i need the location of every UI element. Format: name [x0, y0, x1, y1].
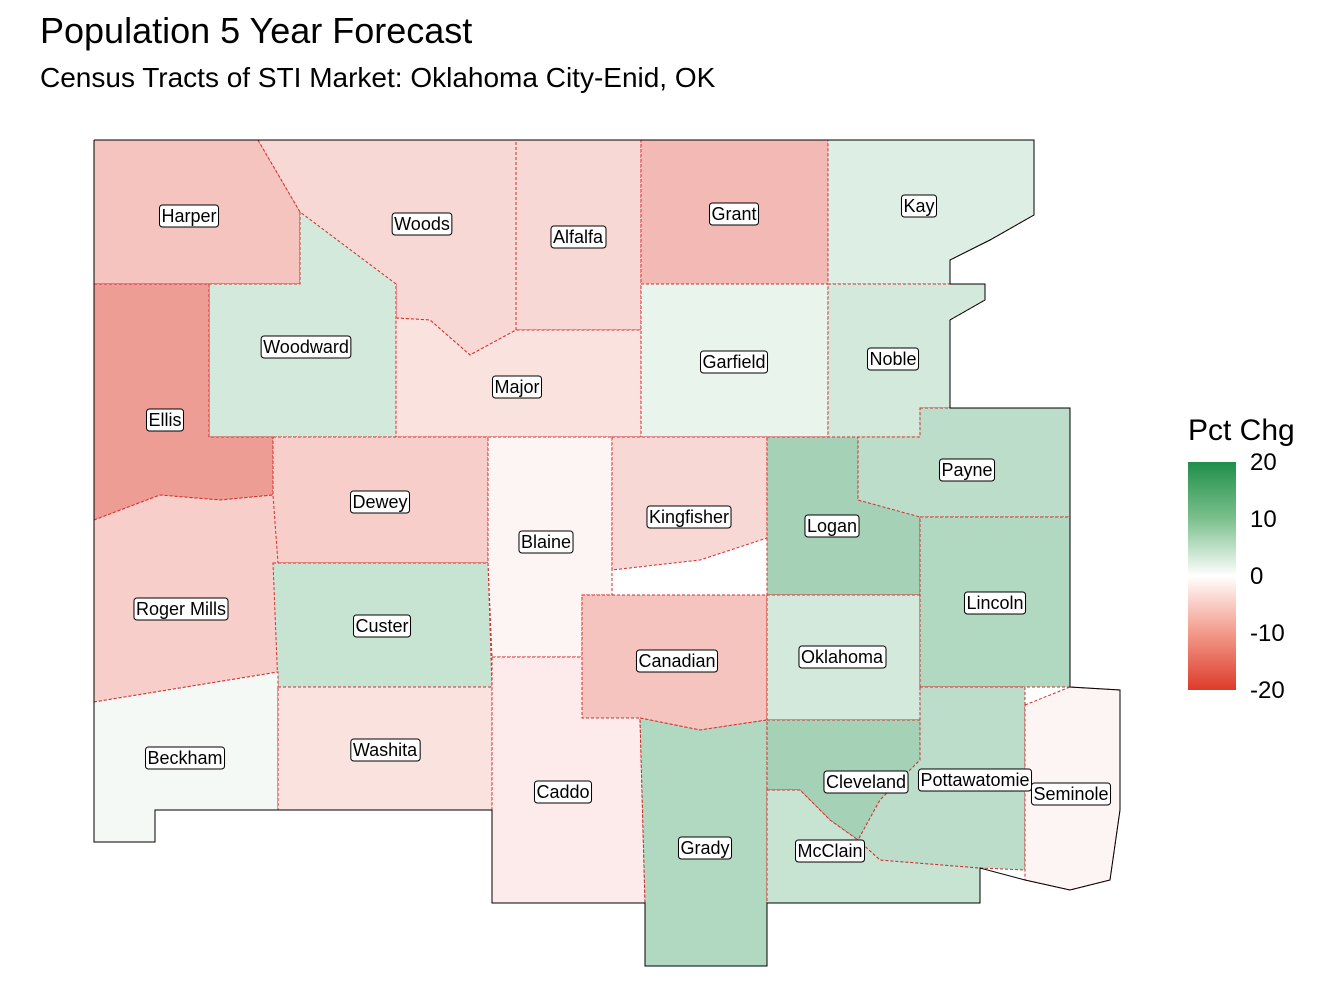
- county-label-box: [804, 514, 860, 538]
- county-label-garfield: Garfield: [699, 350, 769, 374]
- county-label-box: [708, 202, 760, 226]
- county-label-box: [158, 204, 220, 228]
- county-label-box: [963, 591, 1027, 615]
- county-label-box: [866, 347, 920, 371]
- county-polygons: [93, 139, 1121, 967]
- county-label-text: McClain: [797, 841, 862, 861]
- county-label-text: Lincoln: [966, 593, 1023, 613]
- county-label-box: [646, 505, 732, 529]
- legend-tick-0: 0: [1250, 563, 1264, 590]
- county-label-alfalfa: Alfalfa: [550, 225, 607, 249]
- county-label-dewey: Dewey: [349, 490, 411, 514]
- county-label-canadian: Canadian: [635, 649, 719, 673]
- county-label-box: [533, 780, 593, 804]
- county-label-text: Ellis: [148, 410, 181, 430]
- county-label-box: [133, 597, 229, 621]
- county-label-cleveland: Cleveland: [823, 770, 909, 794]
- county-label-text: Oklahoma: [801, 647, 884, 667]
- county-label-box: [550, 225, 607, 249]
- county-label-mcclain: McClain: [794, 839, 866, 863]
- county-label-text: Payne: [941, 460, 992, 480]
- county-label-box: [144, 746, 226, 770]
- county-label-box: [917, 768, 1033, 792]
- county-label-text: Kingfisher: [649, 507, 729, 527]
- county-label-box: [677, 836, 733, 860]
- county-labels: Harper Woods Alfalfa Grant Kay Woodward Major G…: [133, 194, 1112, 863]
- county-kingfisher: [611, 436, 768, 571]
- county-label-box: [391, 212, 453, 236]
- county-label-box: [798, 645, 887, 669]
- legend-tick-minus-20: -20: [1250, 677, 1285, 704]
- county-label-text: Washita: [353, 740, 418, 760]
- county-label-box: [491, 375, 543, 399]
- county-label-woods: Woods: [391, 212, 453, 236]
- county-label-box: [352, 614, 412, 638]
- county-label-box: [349, 490, 411, 514]
- county-label-text: Beckham: [147, 748, 222, 768]
- county-label-box: [1030, 782, 1112, 806]
- county-label-text: Canadian: [638, 651, 715, 671]
- county-label-blaine: Blaine: [518, 530, 574, 554]
- county-label-text: Seminole: [1033, 784, 1108, 804]
- county-label-text: Grant: [711, 204, 756, 224]
- county-label-grant: Grant: [708, 202, 760, 226]
- county-label-box: [823, 770, 909, 794]
- county-label-custer: Custer: [352, 614, 412, 638]
- legend-tick-10: 10: [1250, 506, 1277, 533]
- chart-title: Population 5 Year Forecast: [40, 10, 473, 51]
- county-label-beckham: Beckham: [144, 746, 226, 770]
- county-label-kay: Kay: [900, 194, 938, 218]
- county-label-grady: Grady: [677, 836, 733, 860]
- county-label-text: Harper: [161, 206, 216, 226]
- county-label-text: Custer: [355, 616, 408, 636]
- county-label-lincoln: Lincoln: [963, 591, 1027, 615]
- county-label-caddo: Caddo: [533, 780, 593, 804]
- county-label-text: Noble: [869, 349, 916, 369]
- county-label-box: [260, 335, 352, 359]
- county-label-text: Caddo: [536, 782, 589, 802]
- county-label-roger-mills: Roger Mills: [133, 597, 229, 621]
- county-label-box: [938, 458, 996, 482]
- county-label-noble: Noble: [866, 347, 920, 371]
- county-label-text: Dewey: [352, 492, 407, 512]
- county-label-text: Pottawatomie: [920, 770, 1029, 790]
- legend-color-bar: [1188, 462, 1236, 690]
- county-label-text: Woods: [394, 214, 450, 234]
- county-label-payne: Payne: [938, 458, 996, 482]
- county-label-text: Woodward: [263, 337, 349, 357]
- county-label-box: [518, 530, 574, 554]
- county-label-pottawatomie: Pottawatomie: [917, 768, 1033, 792]
- county-label-text: Kay: [903, 196, 934, 216]
- market-outline: [93, 139, 1121, 967]
- county-label-box: [145, 408, 185, 432]
- county-label-text: Blaine: [521, 532, 571, 552]
- legend-title: Pct Chg: [1188, 414, 1295, 447]
- county-label-box: [900, 194, 938, 218]
- county-label-logan: Logan: [804, 514, 860, 538]
- county-label-text: Roger Mills: [136, 599, 226, 619]
- county-label-text: Grady: [680, 838, 729, 858]
- county-label-box: [635, 649, 719, 673]
- county-label-oklahoma: Oklahoma: [798, 645, 887, 669]
- county-label-ellis: Ellis: [145, 408, 185, 432]
- county-label-major: Major: [491, 375, 543, 399]
- county-label-box: [350, 738, 421, 762]
- chart-subtitle: Census Tracts of STI Market: Oklahoma Ci…: [40, 62, 716, 93]
- legend-tick-minus-10: -10: [1250, 620, 1285, 647]
- county-label-harper: Harper: [158, 204, 220, 228]
- county-label-box: [794, 839, 866, 863]
- county-label-text: Logan: [807, 516, 857, 536]
- county-label-text: Cleveland: [826, 772, 906, 792]
- county-label-text: Alfalfa: [553, 227, 604, 247]
- county-label-kingfisher: Kingfisher: [646, 505, 732, 529]
- county-label-text: Major: [494, 377, 539, 397]
- county-label-seminole: Seminole: [1030, 782, 1112, 806]
- county-label-box: [699, 350, 769, 374]
- county-label-washita: Washita: [350, 738, 421, 762]
- county-label-woodward: Woodward: [260, 335, 352, 359]
- county-label-text: Garfield: [702, 352, 765, 372]
- legend-tick-20: 20: [1250, 449, 1277, 476]
